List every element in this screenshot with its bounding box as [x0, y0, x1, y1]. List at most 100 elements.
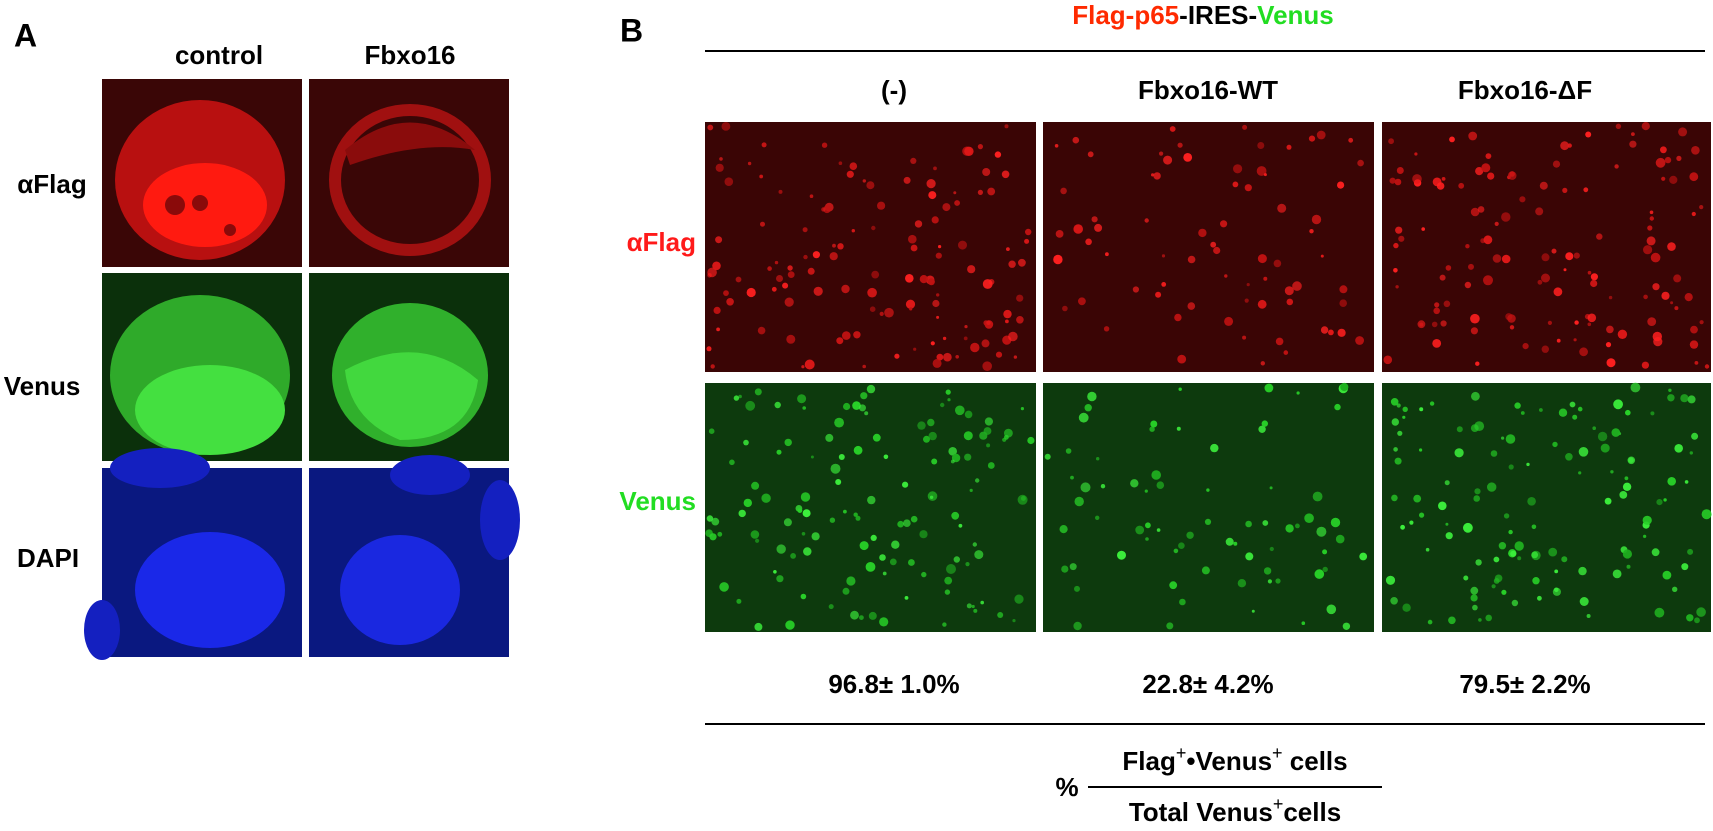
cell — [843, 402, 851, 411]
cell — [830, 463, 841, 474]
cell — [1474, 421, 1485, 431]
cell — [1161, 254, 1166, 258]
cell — [1166, 622, 1174, 630]
cell — [1204, 518, 1212, 526]
cell — [1256, 166, 1267, 176]
cell — [1337, 181, 1345, 189]
cell — [1654, 607, 1665, 618]
cell — [1273, 259, 1282, 268]
cell — [707, 267, 717, 278]
cell — [1402, 603, 1411, 612]
cell — [859, 404, 866, 412]
cell — [1391, 494, 1398, 502]
image-a-dapi-fbxo16 — [309, 455, 520, 657]
cell — [1065, 448, 1072, 454]
cell — [717, 531, 723, 537]
cell — [1263, 276, 1268, 281]
cell — [802, 406, 806, 410]
cell — [735, 276, 742, 283]
column-label: (-) — [881, 75, 907, 105]
cell — [1286, 298, 1294, 306]
cell — [745, 400, 756, 411]
cell — [1470, 313, 1480, 324]
cell — [1078, 297, 1086, 306]
cell — [1669, 175, 1678, 184]
cell — [1567, 143, 1572, 148]
cell — [1314, 569, 1325, 579]
cell — [1436, 182, 1445, 190]
cell — [1001, 170, 1010, 179]
cell — [1503, 513, 1510, 519]
cell — [1320, 326, 1329, 334]
cell — [852, 401, 861, 410]
cell — [1024, 238, 1030, 244]
cell — [904, 596, 909, 600]
cell — [1514, 402, 1521, 409]
cell — [1473, 495, 1480, 502]
cell — [953, 556, 960, 563]
cell — [1701, 509, 1712, 520]
panel-label: A — [14, 17, 37, 53]
cell — [1448, 616, 1456, 625]
cell — [1210, 443, 1219, 453]
cell — [1316, 130, 1326, 140]
cell — [706, 346, 712, 352]
cell — [813, 286, 823, 296]
cell — [1471, 391, 1480, 401]
cell — [964, 325, 968, 329]
cell — [910, 244, 918, 252]
cell — [905, 299, 916, 309]
text: Flag — [1122, 746, 1175, 776]
cell — [1117, 550, 1126, 560]
cell — [936, 293, 940, 297]
cell — [721, 122, 731, 131]
cell — [1213, 246, 1221, 255]
cell — [1156, 528, 1161, 532]
cell — [1520, 411, 1525, 415]
cell — [1150, 420, 1158, 428]
cell — [810, 455, 814, 459]
cell — [1691, 211, 1696, 217]
cell — [872, 433, 881, 442]
cell — [1622, 549, 1632, 559]
cell — [1667, 394, 1675, 402]
cell — [1260, 361, 1266, 366]
cell — [1587, 322, 1592, 327]
cell — [1156, 481, 1165, 490]
cell — [1355, 336, 1364, 345]
text: cells — [1283, 746, 1348, 776]
cell — [1383, 355, 1393, 365]
cell — [1020, 495, 1026, 501]
cell — [946, 564, 956, 574]
cell — [1647, 317, 1657, 326]
cell — [1295, 523, 1300, 529]
cell — [883, 454, 889, 460]
cell — [1562, 187, 1568, 193]
cell — [958, 523, 963, 528]
cell — [1264, 383, 1274, 393]
cell — [1668, 388, 1672, 392]
superscript: + — [1272, 743, 1283, 763]
cell — [1269, 546, 1274, 552]
cell — [790, 553, 796, 559]
cell — [908, 234, 917, 244]
cell — [1468, 131, 1478, 141]
cell — [1501, 254, 1511, 264]
cell — [986, 320, 991, 325]
cell — [1463, 575, 1469, 581]
cell — [1449, 136, 1455, 143]
cell — [1456, 426, 1463, 433]
cell — [823, 205, 831, 214]
cell — [908, 559, 915, 566]
cell — [729, 459, 735, 466]
cell — [1662, 570, 1672, 580]
cell — [932, 358, 942, 368]
cell — [1220, 220, 1228, 228]
cell — [1402, 406, 1408, 412]
cell — [1552, 160, 1561, 168]
cell — [1062, 305, 1068, 312]
cell — [919, 275, 928, 284]
quantification: 22.8± 4.2% — [1142, 669, 1273, 699]
cell — [821, 142, 828, 148]
cell — [1335, 534, 1345, 544]
